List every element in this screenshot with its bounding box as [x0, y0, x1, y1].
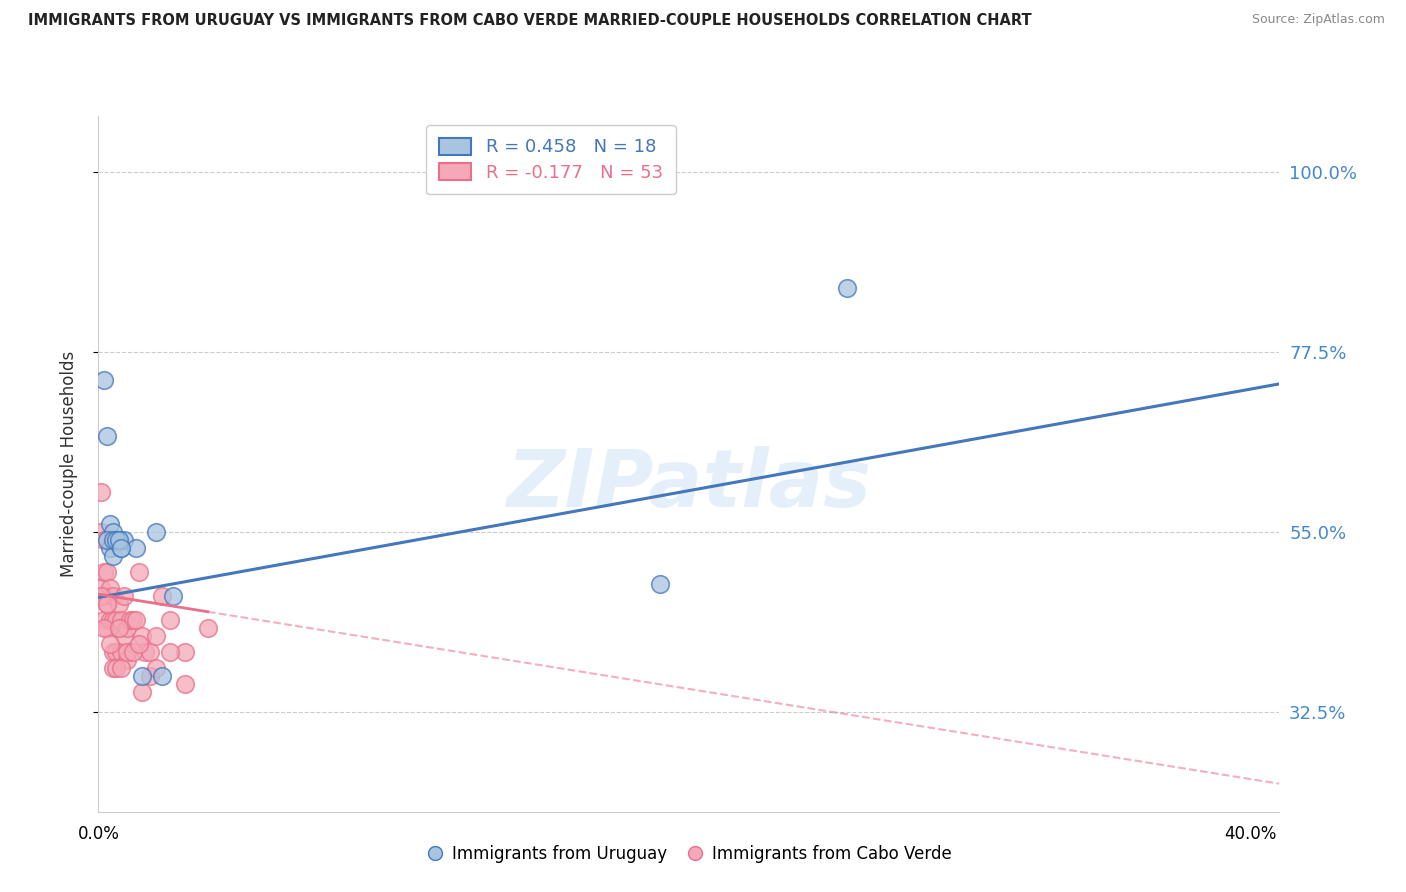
Point: [107, 621, 129, 635]
Point: [93, 621, 115, 635]
Point: [104, 533, 127, 547]
Point: [162, 589, 184, 603]
Point: [90, 524, 112, 539]
Point: [115, 645, 138, 659]
Point: [98, 637, 121, 651]
Point: [101, 661, 124, 675]
Point: [139, 669, 162, 683]
Point: [104, 613, 127, 627]
Point: [131, 685, 153, 699]
Text: Source: ZipAtlas.com: Source: ZipAtlas.com: [1251, 13, 1385, 27]
Point: [107, 621, 129, 635]
Point: [107, 597, 129, 611]
Y-axis label: Married-couple Households: Married-couple Households: [59, 351, 77, 577]
Text: ZIPatlas: ZIPatlas: [506, 446, 872, 524]
Point: [125, 541, 148, 555]
Point: [98, 613, 121, 627]
Point: [110, 541, 132, 555]
Point: [96, 597, 118, 611]
Point: [837, 281, 859, 295]
Point: [93, 533, 115, 547]
Point: [98, 541, 121, 555]
Point: [110, 645, 132, 659]
Point: [90, 589, 112, 603]
Point: [159, 645, 181, 659]
Point: [93, 613, 115, 627]
Point: [101, 613, 124, 627]
Point: [122, 613, 145, 627]
Point: [139, 645, 162, 659]
Point: [173, 645, 195, 659]
Point: [120, 613, 142, 627]
Point: [101, 524, 124, 539]
Point: [125, 613, 148, 627]
Point: [101, 549, 124, 563]
Point: [112, 589, 135, 603]
Point: [98, 581, 121, 595]
Point: [145, 629, 167, 643]
Point: [90, 581, 112, 595]
Point: [93, 565, 115, 579]
Point: [128, 565, 150, 579]
Point: [150, 589, 173, 603]
Point: [110, 541, 132, 555]
Point: [96, 429, 118, 443]
Point: [112, 629, 135, 643]
Point: [128, 637, 150, 651]
Point: [96, 621, 118, 635]
Point: [104, 533, 127, 547]
Point: [93, 373, 115, 387]
Point: [104, 645, 127, 659]
Point: [112, 533, 135, 547]
Point: [101, 533, 124, 547]
Point: [159, 613, 181, 627]
Text: IMMIGRANTS FROM URUGUAY VS IMMIGRANTS FROM CABO VERDE MARRIED-COUPLE HOUSEHOLDS : IMMIGRANTS FROM URUGUAY VS IMMIGRANTS FR…: [28, 13, 1032, 29]
Point: [101, 645, 124, 659]
Legend: Immigrants from Uruguay, Immigrants from Cabo Verde: Immigrants from Uruguay, Immigrants from…: [420, 838, 957, 870]
Point: [96, 533, 118, 547]
Point: [107, 533, 129, 547]
Point: [122, 645, 145, 659]
Point: [115, 653, 138, 667]
Point: [104, 661, 127, 675]
Point: [90, 484, 112, 499]
Point: [173, 677, 195, 691]
Point: [150, 669, 173, 683]
Point: [145, 524, 167, 539]
Point: [145, 661, 167, 675]
Point: [131, 669, 153, 683]
Point: [107, 533, 129, 547]
Point: [115, 621, 138, 635]
Point: [93, 589, 115, 603]
Point: [131, 629, 153, 643]
Point: [110, 613, 132, 627]
Point: [110, 661, 132, 675]
Point: [197, 621, 219, 635]
Point: [96, 597, 118, 611]
Point: [650, 576, 672, 591]
Point: [96, 565, 118, 579]
Point: [134, 645, 156, 659]
Point: [98, 516, 121, 531]
Point: [101, 589, 124, 603]
